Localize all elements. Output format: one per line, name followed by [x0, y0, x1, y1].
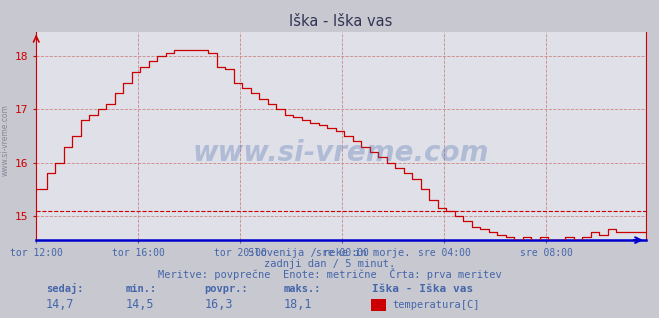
- Text: Meritve: povprečne  Enote: metrične  Črta: prva meritev: Meritve: povprečne Enote: metrične Črta:…: [158, 268, 501, 280]
- Text: 14,7: 14,7: [46, 299, 74, 311]
- Title: Iška - Iška vas: Iška - Iška vas: [289, 14, 393, 29]
- Text: temperatura[C]: temperatura[C]: [392, 300, 480, 309]
- Text: maks.:: maks.:: [283, 284, 321, 294]
- Text: zadnji dan / 5 minut.: zadnji dan / 5 minut.: [264, 259, 395, 269]
- Text: www.si-vreme.com: www.si-vreme.com: [193, 139, 489, 167]
- Text: 14,5: 14,5: [125, 299, 154, 311]
- Text: povpr.:: povpr.:: [204, 284, 248, 294]
- Text: 18,1: 18,1: [283, 299, 312, 311]
- Text: min.:: min.:: [125, 284, 156, 294]
- Text: www.si-vreme.com: www.si-vreme.com: [1, 104, 10, 176]
- Text: Slovenija / reke in morje.: Slovenija / reke in morje.: [248, 248, 411, 258]
- Text: sedaj:: sedaj:: [46, 283, 84, 294]
- Text: Iška - Iška vas: Iška - Iška vas: [372, 284, 474, 294]
- Text: 16,3: 16,3: [204, 299, 233, 311]
